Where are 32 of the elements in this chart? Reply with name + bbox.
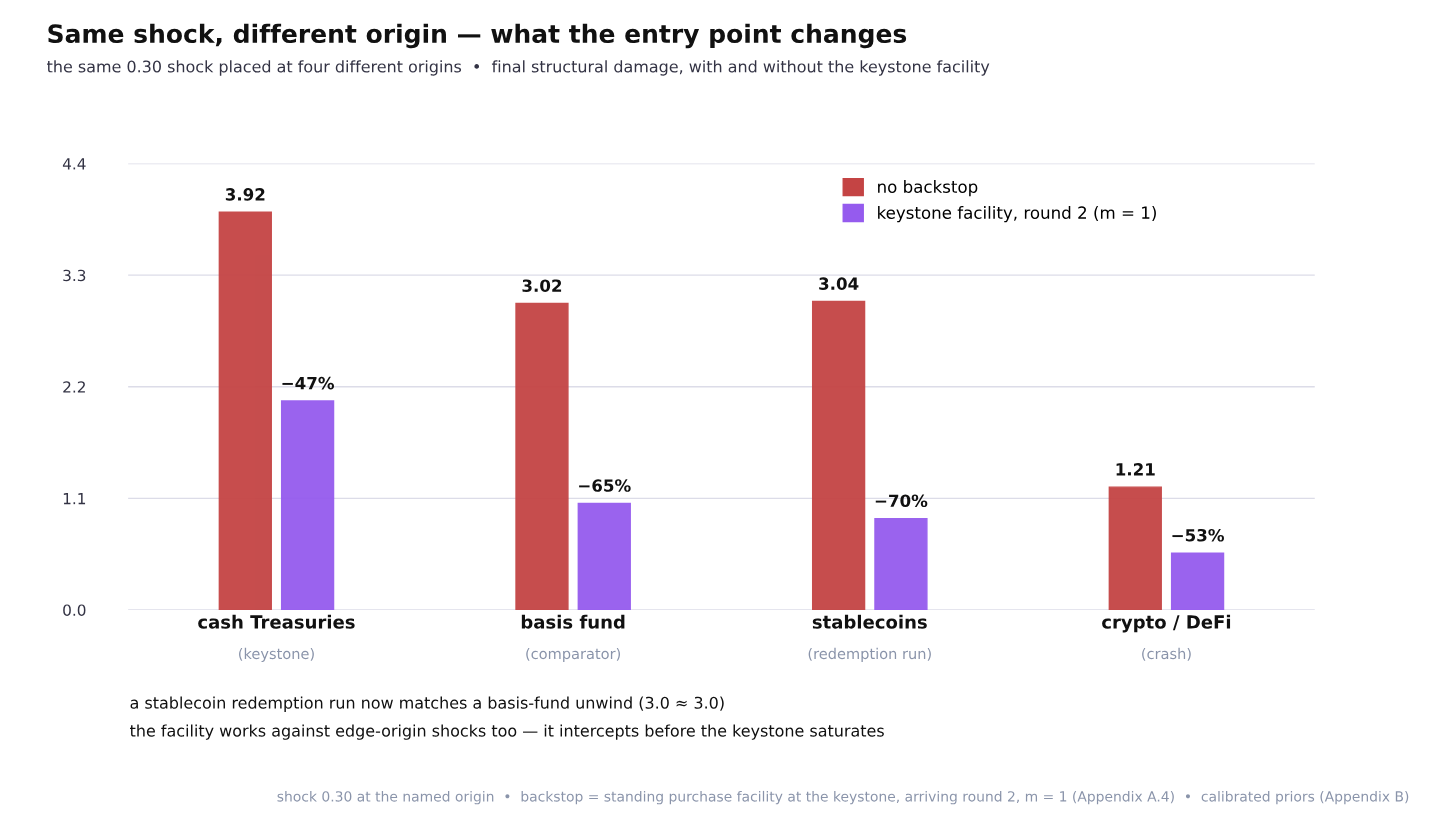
y-tick-label: 1.1 (63, 493, 86, 505)
data-label: 3.04 (819, 277, 859, 290)
bar (874, 517, 928, 610)
bar (1170, 552, 1225, 610)
bar (218, 211, 272, 610)
chart-title: Same shock, different origin — what the entry point changes (48, 23, 907, 49)
annotation: −65% (579, 479, 631, 492)
y-tick-label: 2.2 (63, 381, 85, 393)
text: a stablecoin redemption run now matches a basis-fund unwind (3.0 ≈ 3.0) (130, 696, 724, 712)
data-label: 3.92 (225, 188, 265, 201)
chart-subtitle: the same 0.30 shock placed at four different origins • final structural damage, with and without the keystone facility (47, 60, 990, 76)
legend-label: keystone facility, round 2 (m = 1) (878, 206, 1156, 223)
bar (577, 502, 631, 610)
legend-label: no backstop (878, 180, 978, 197)
category-label: crypto / DeFi (crash) (1102, 614, 1231, 661)
category-label: stablecoins (redemption run) (808, 614, 931, 662)
y-tick-label: 3.3 (63, 269, 86, 282)
bar (515, 302, 569, 610)
category-label: basis fund (comparator) (521, 614, 625, 662)
annotation: −53% (1172, 528, 1224, 542)
category-label: cash Treasuries (keystone) (198, 614, 355, 662)
y-tick-label: 0.0 (63, 604, 86, 616)
data-label: 3.02 (522, 279, 562, 293)
text: the facility works against edge-origin shocks too — it intercepts before the keystone saturates (130, 724, 884, 740)
bar (811, 300, 866, 610)
y-tick-label: 4.4 (62, 158, 86, 170)
bar (1108, 486, 1162, 610)
bar (280, 400, 335, 610)
data-label: 1.21 (1116, 463, 1155, 476)
annotation: −70% (875, 494, 928, 508)
text: shock 0.30 at the named origin • backstop = standing purchase facility at the keystone, arriving round 2, m = 1 (Appendix A.4) • calibrated priors (Appendix B) (277, 790, 1409, 805)
annotation: −47% (282, 376, 335, 390)
